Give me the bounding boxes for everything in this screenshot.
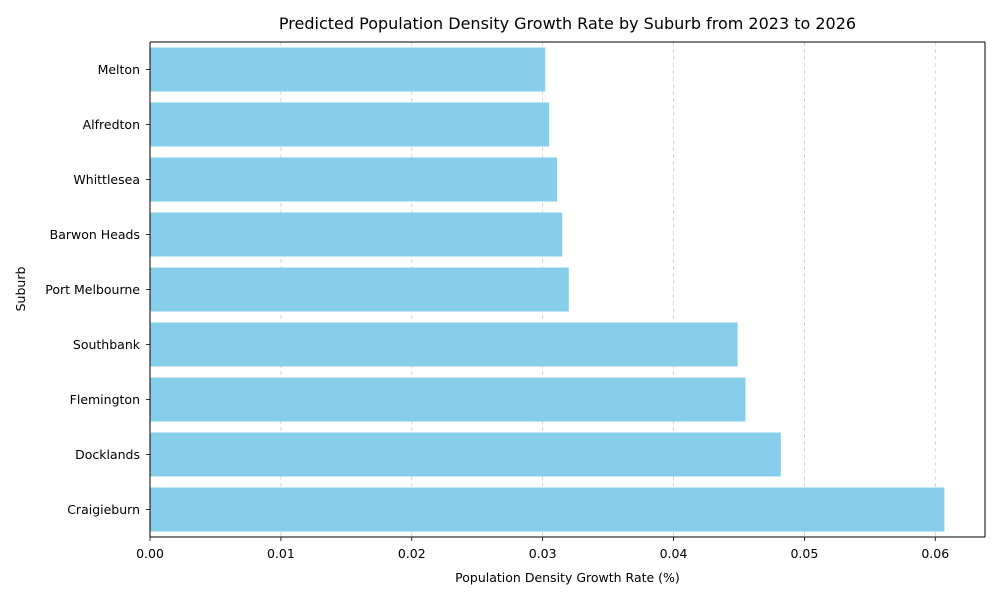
y-tick-label: Craigieburn xyxy=(67,502,140,517)
x-axis-ticks: 0.00 0.01 0.02 0.03 0.04 0.05 0.06 xyxy=(136,537,949,561)
y-tick-label: Whittlesea xyxy=(73,172,140,187)
y-tick-label: Flemington xyxy=(70,392,140,407)
y-tick-label: Melton xyxy=(98,62,140,77)
bar xyxy=(150,47,546,92)
x-tick-label: 0.03 xyxy=(529,546,557,561)
y-axis-ticks: Melton Alfredton Whittlesea Barwon Heads Po… xyxy=(45,62,150,517)
bar xyxy=(150,487,945,532)
bar xyxy=(150,432,781,477)
x-tick-label: 0.06 xyxy=(921,546,949,561)
bar xyxy=(150,377,746,422)
bars xyxy=(150,47,945,532)
chart-title: Predicted Population Density Growth Rate… xyxy=(279,14,856,33)
y-tick-label: Alfredton xyxy=(83,117,140,132)
bar xyxy=(150,322,738,367)
x-tick-label: 0.05 xyxy=(790,546,818,561)
x-axis-label: Population Density Growth Rate (%) xyxy=(455,570,680,585)
x-tick-label: 0.02 xyxy=(398,546,426,561)
y-tick-label: Southbank xyxy=(73,337,141,352)
bar xyxy=(150,212,563,257)
y-axis-label: Suburb xyxy=(13,267,28,312)
y-tick-label: Docklands xyxy=(75,447,140,462)
y-tick-label: Barwon Heads xyxy=(50,227,140,242)
x-tick-label: 0.04 xyxy=(660,546,688,561)
x-tick-label: 0.01 xyxy=(267,546,295,561)
bar xyxy=(150,267,569,312)
bar xyxy=(150,157,558,202)
y-tick-label: Port Melbourne xyxy=(45,282,140,297)
bar xyxy=(150,102,550,147)
x-tick-label: 0.00 xyxy=(136,546,164,561)
